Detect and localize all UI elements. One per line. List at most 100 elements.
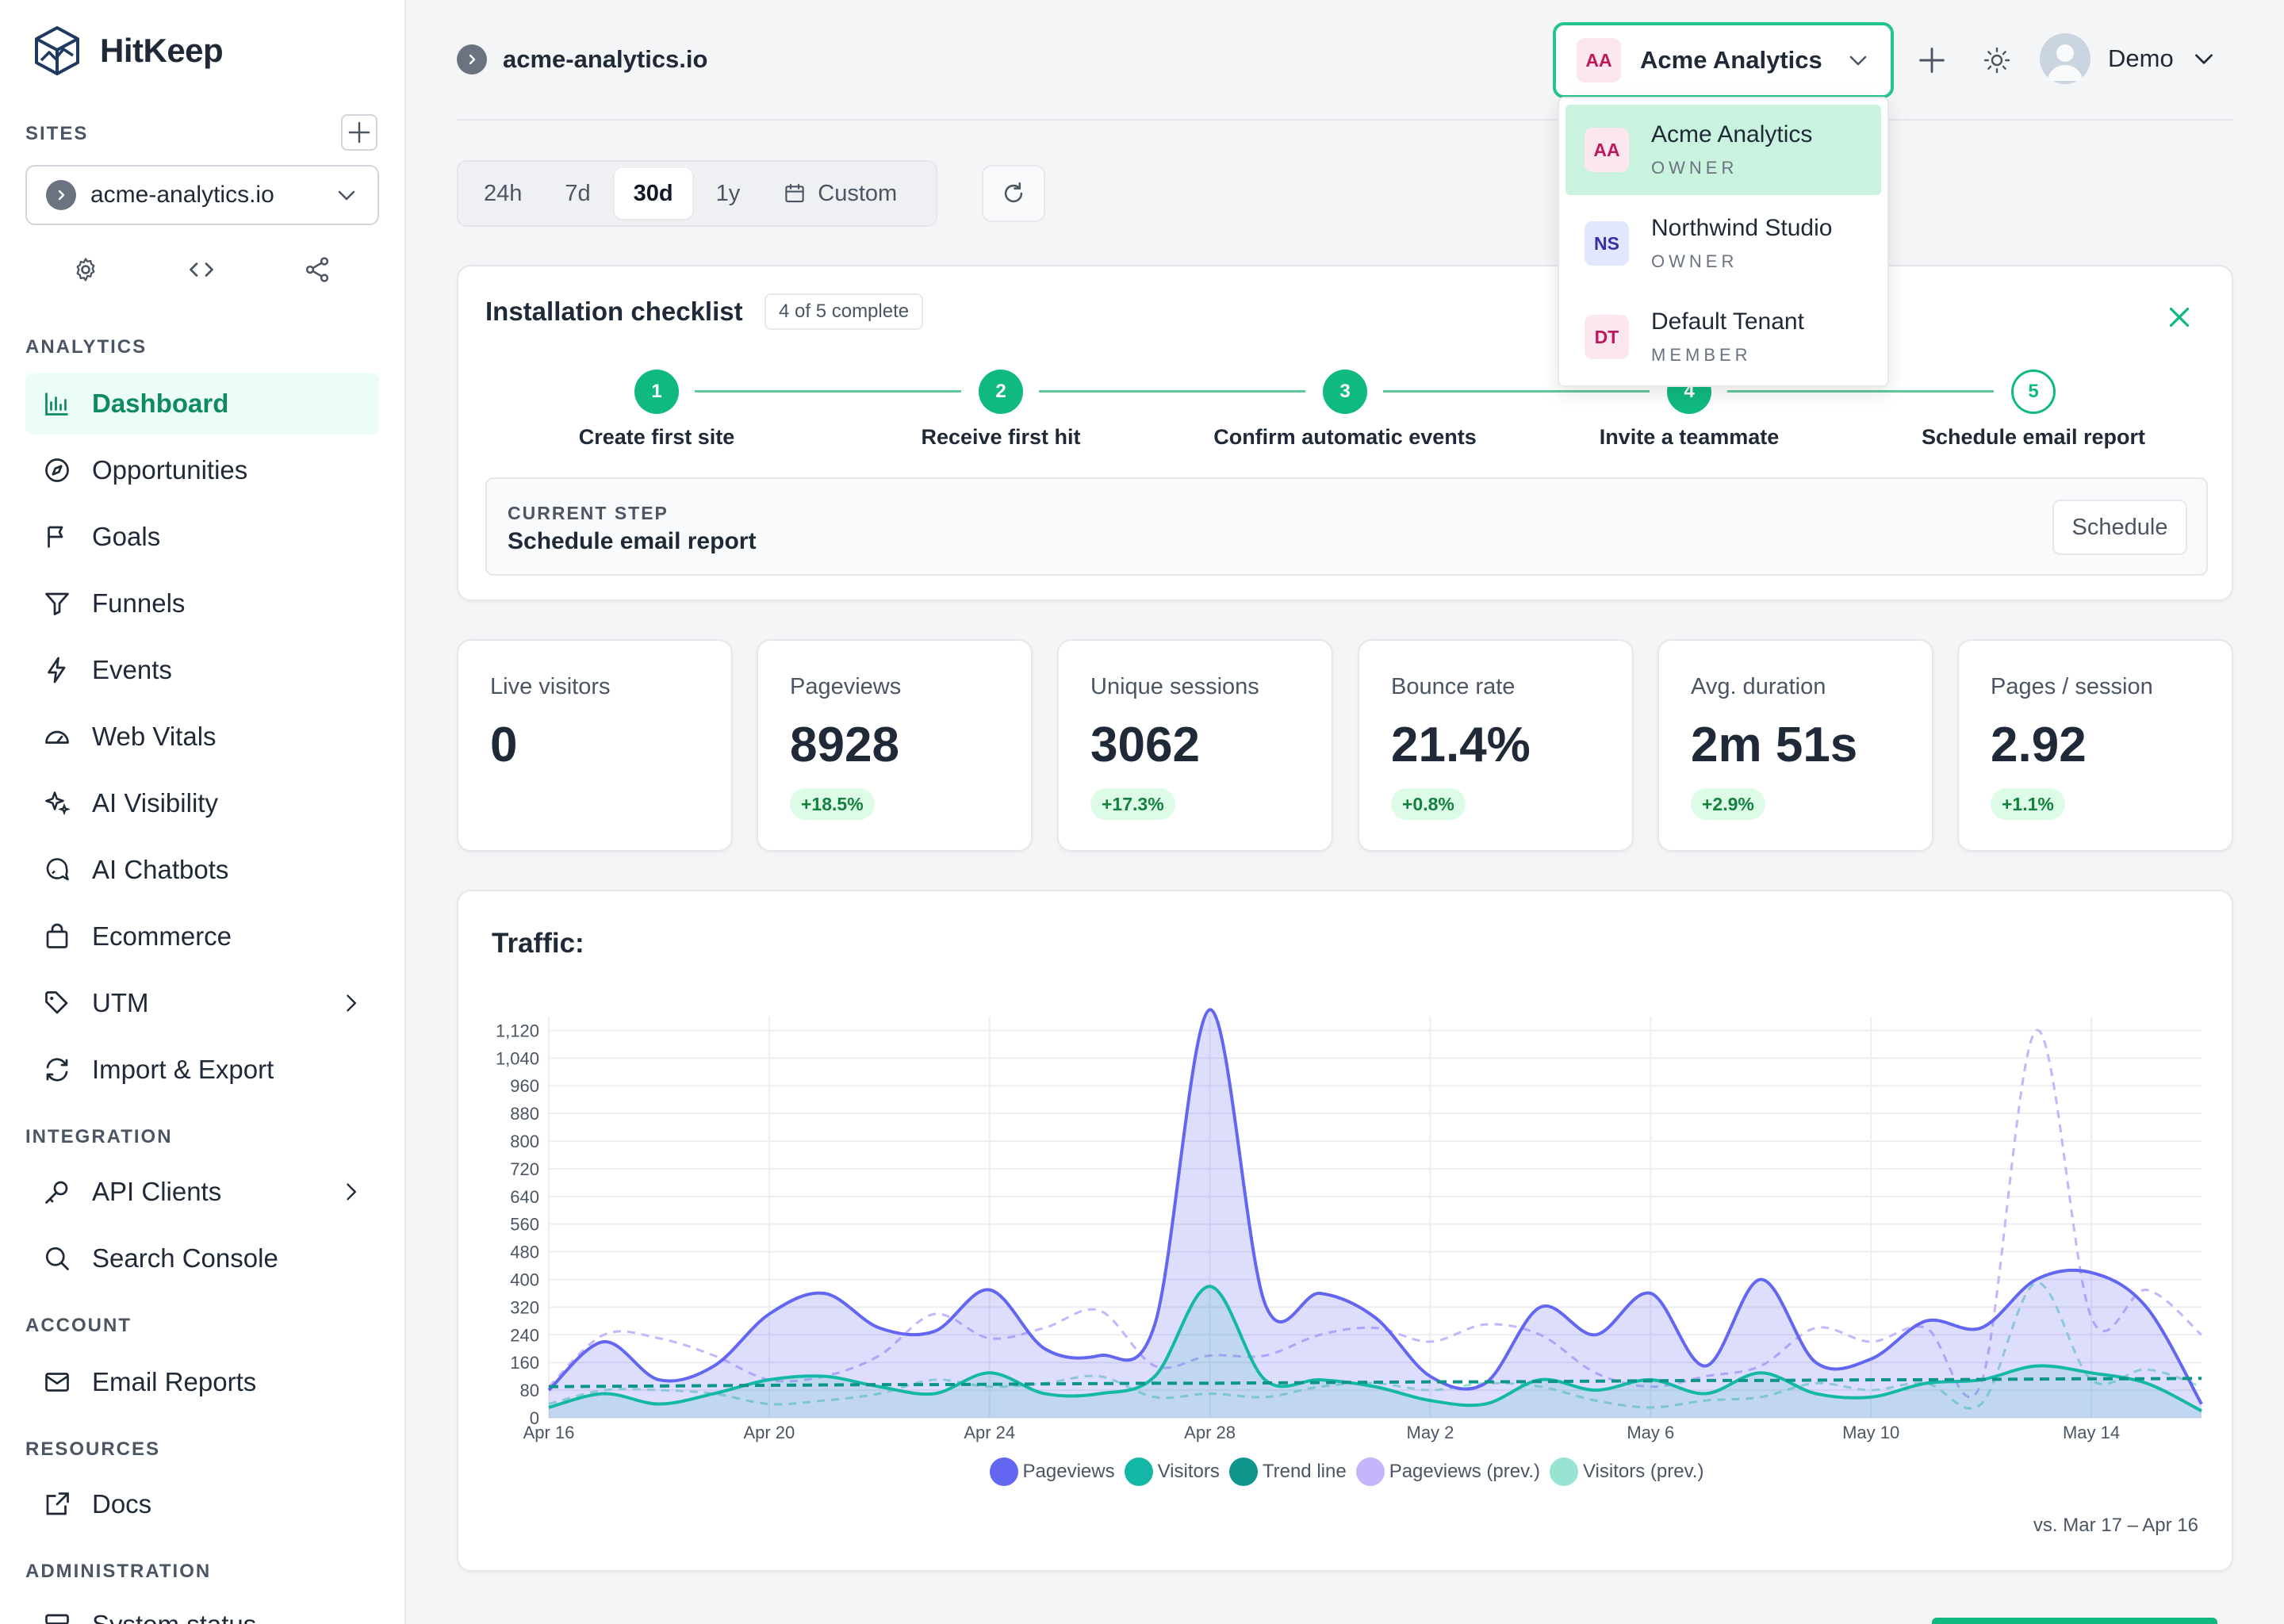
x-tick-label: May 2 <box>1407 1423 1454 1442</box>
nav-utm[interactable]: UTM <box>25 972 379 1034</box>
user-name: Demo <box>2108 44 2174 72</box>
range-7d[interactable]: 7d <box>565 180 591 206</box>
tenant-option-role: OWNER <box>1651 158 1738 178</box>
nav-dashboard[interactable]: Dashboard <box>25 373 379 435</box>
sidebar: HitKeep SITES acme-analytics.io ANALYTIC… <box>0 0 406 1624</box>
legend-item[interactable]: Pageviews (prev.) <box>1355 1457 1540 1486</box>
stat-card-pageviews[interactable]: Pageviews 8928 +18.5% <box>757 639 1033 852</box>
legend-item[interactable]: Trend line <box>1228 1457 1347 1486</box>
y-tick-label: 320 <box>510 1297 539 1317</box>
nav-events[interactable]: Events <box>25 639 379 701</box>
stat-label: Avg. duration <box>1691 674 1826 699</box>
tenant-option-default[interactable]: DT Default Tenant MEMBER <box>1565 292 1881 382</box>
add-site-button[interactable] <box>341 114 377 151</box>
refresh-button[interactable] <box>982 165 1045 222</box>
stat-value: 0 <box>490 718 518 772</box>
nav-label: AI Chatbots <box>92 855 229 884</box>
x-tick-label: Apr 24 <box>964 1423 1015 1442</box>
user-avatar <box>2040 33 2090 84</box>
stat-card-bounce-rate[interactable]: Bounce rate 21.4% +0.8% <box>1358 639 1634 852</box>
y-tick-label: 800 <box>510 1132 539 1151</box>
tenant-option-northwind[interactable]: NS Northwind Studio OWNER <box>1565 198 1881 289</box>
stat-delta-badge: +17.3% <box>1090 788 1175 820</box>
legend-item[interactable]: Visitors (prev.) <box>1549 1457 1703 1486</box>
y-tick-label: 400 <box>510 1270 539 1290</box>
stat-label: Live visitors <box>490 674 611 699</box>
stat-delta-badge: +0.8% <box>1391 788 1466 820</box>
traffic-chart[interactable]: 0 80 160 240 320 400 480 560 640 720 800 880 960 1,04… <box>458 891 2235 1446</box>
range-30d[interactable]: 30d <box>614 168 692 219</box>
stat-label: Pages / session <box>1991 674 2153 699</box>
breadcrumb[interactable]: acme-analytics.io <box>457 44 707 75</box>
legend-item[interactable]: Visitors <box>1124 1457 1220 1486</box>
y-tick-label: 880 <box>510 1104 539 1124</box>
stat-card-avg-duration[interactable]: Avg. duration 2m 51s +2.9% <box>1657 639 1933 852</box>
chevron-down-icon <box>338 190 355 201</box>
refresh-icon <box>1004 182 1023 203</box>
stat-label: Pageviews <box>790 674 902 699</box>
schedule-button[interactable]: Schedule <box>2052 500 2187 555</box>
brand[interactable]: HitKeep <box>33 25 224 76</box>
range-1y[interactable]: 1y <box>715 180 741 206</box>
site-share-button[interactable] <box>300 252 335 287</box>
range-24h[interactable]: 24h <box>484 180 523 206</box>
add-button[interactable] <box>1913 41 1951 79</box>
y-tick-label: 80 <box>520 1381 539 1400</box>
hitkeep-logo-icon <box>35 26 79 75</box>
nav-search-console[interactable]: Search Console <box>25 1228 379 1289</box>
nav-system-status[interactable]: System status <box>25 1594 379 1624</box>
legend-label: Pageviews <box>1022 1461 1115 1482</box>
installation-checklist: Installation checklist 4 of 5 complete 1… <box>457 265 2233 601</box>
sparkle-icon <box>45 791 71 816</box>
nav-label: Dashboard <box>92 389 229 418</box>
code-icon <box>190 262 213 277</box>
step-5-label: Schedule email report <box>1921 425 2146 449</box>
legend-swatch <box>1228 1457 1258 1486</box>
tenant-option-acme[interactable]: AA Acme Analytics OWNER <box>1565 105 1881 195</box>
stat-card-pages-per-session[interactable]: Pages / session 2.92 +1.1% <box>1957 639 2233 852</box>
nav-ai-visibility[interactable]: AI Visibility <box>25 772 379 834</box>
site-settings-button[interactable] <box>68 252 103 287</box>
close-icon[interactable] <box>2165 303 2194 331</box>
header-divider <box>457 119 2233 121</box>
theme-toggle-button[interactable] <box>1978 41 2016 79</box>
server-icon <box>45 1614 69 1624</box>
nav-web-vitals[interactable]: Web Vitals <box>25 706 379 768</box>
user-menu[interactable]: Demo <box>2040 33 2217 84</box>
series-visitors-prev-line <box>548 1281 2202 1410</box>
floating-action-button-edge[interactable] <box>1932 1618 2217 1624</box>
key-icon <box>45 1181 68 1204</box>
nav-docs[interactable]: Docs <box>25 1473 379 1535</box>
nav-api-clients[interactable]: API Clients <box>25 1161 379 1223</box>
series-visitors-line <box>548 1285 2202 1413</box>
tenant-dropdown: AA Acme Analytics OWNER NS Northwind Stu… <box>1558 97 1889 387</box>
range-custom[interactable]: Custom <box>764 168 916 219</box>
x-tick-label: Apr 28 <box>1184 1423 1236 1442</box>
nav-goals[interactable]: Goals <box>25 506 379 568</box>
site-snippet-button[interactable] <box>184 252 219 287</box>
chevron-down-icon <box>2194 54 2213 64</box>
nav-funnels[interactable]: Funnels <box>25 573 379 634</box>
tenant-option-role: MEMBER <box>1651 345 1752 365</box>
y-tick-label: 960 <box>510 1076 539 1096</box>
administration-section-label: ADMINISTRATION <box>25 1561 212 1582</box>
nav-ecommerce[interactable]: Ecommerce <box>25 906 379 967</box>
nav-label: UTM <box>92 988 149 1017</box>
nav-ai-chatbots[interactable]: AI Chatbots <box>25 839 379 901</box>
stat-card-live-visitors[interactable]: Live visitors 0 <box>457 639 733 852</box>
tenant-option-avatar: AA <box>1585 128 1629 172</box>
tenant-option-name: Northwind Studio <box>1651 215 1833 241</box>
step-connector <box>695 390 961 393</box>
nav-import-export[interactable]: Import & Export <box>25 1039 379 1101</box>
stat-value: 2.92 <box>1991 718 2087 772</box>
current-step-value: Schedule email report <box>508 528 757 554</box>
nav-email-reports[interactable]: Email Reports <box>25 1351 379 1413</box>
site-selector[interactable]: acme-analytics.io <box>25 165 379 225</box>
bar-chart-icon <box>45 393 68 416</box>
legend-item[interactable]: Pageviews <box>989 1457 1115 1486</box>
step-5-indicator: 5 <box>2011 370 2056 414</box>
legend-swatch <box>989 1457 1018 1486</box>
nav-opportunities[interactable]: Opportunities <box>25 439 379 501</box>
tenant-switcher-button[interactable]: AA Acme Analytics <box>1553 22 1894 98</box>
stat-card-unique-sessions[interactable]: Unique sessions 3062 +17.3% <box>1057 639 1333 852</box>
